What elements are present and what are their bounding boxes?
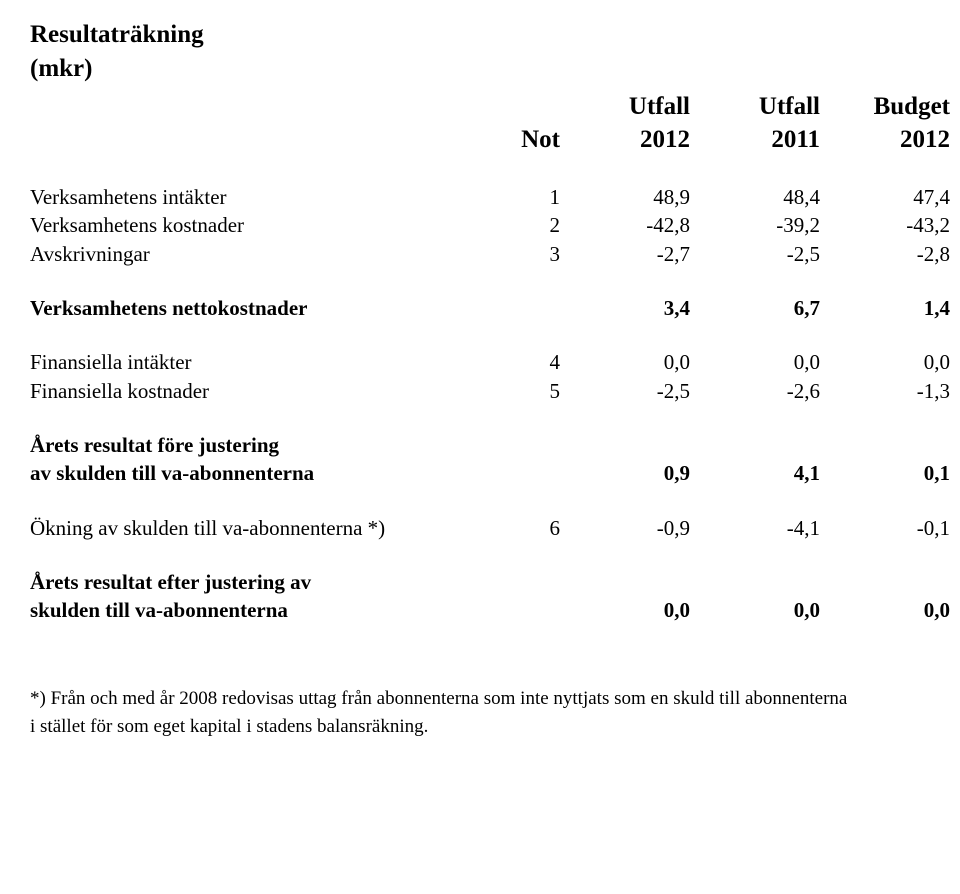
table-row: skulden till va-abonnenterna0,00,00,0 xyxy=(30,596,950,624)
row-label: Verksamhetens intäkter xyxy=(30,183,460,211)
row-label: Finansiella intäkter xyxy=(30,348,460,376)
table-header: Utfall Utfall Budget Not 2012 2011 2012 xyxy=(30,90,950,184)
table-row: Finansiella kostnader5-2,5-2,6-1,3 xyxy=(30,377,950,405)
row-label: skulden till va-abonnenterna xyxy=(30,596,460,624)
page-subtitle: (mkr) xyxy=(30,52,930,86)
table-row: Avskrivningar3-2,7-2,5-2,8 xyxy=(30,240,950,268)
table-row: av skulden till va-abonnenterna 0,94,10,1 xyxy=(30,459,950,487)
row-value: -39,2 xyxy=(690,211,820,239)
row-note: 2 xyxy=(460,211,560,239)
row-value xyxy=(820,431,950,459)
row-value: -43,2 xyxy=(820,211,950,239)
row-value xyxy=(690,431,820,459)
row-value: 0,0 xyxy=(690,348,820,376)
row-label: Verksamhetens nettokostnader xyxy=(30,294,460,322)
table-row: Finansiella intäkter40,00,00,0 xyxy=(30,348,950,376)
row-value: -0,9 xyxy=(560,514,690,542)
row-value xyxy=(690,568,820,596)
row-note xyxy=(460,459,560,487)
table-row: Årets resultat efter justering av xyxy=(30,568,950,596)
row-value xyxy=(820,568,950,596)
page-title: Resultaträkning xyxy=(30,18,930,52)
table-row: Verksamhetens nettokostnader 3,46,71,4 xyxy=(30,294,950,322)
col1-header-top: Utfall xyxy=(560,90,690,124)
table-row: Verksamhetens intäkter148,948,447,4 xyxy=(30,183,950,211)
row-value: -0,1 xyxy=(820,514,950,542)
col3-header-top: Budget xyxy=(820,90,950,124)
row-label: Årets resultat före justering xyxy=(30,431,460,459)
table-row xyxy=(30,268,950,294)
row-value: 0,9 xyxy=(560,459,690,487)
row-label: Verksamhetens kostnader xyxy=(30,211,460,239)
row-note: 5 xyxy=(460,377,560,405)
row-value: -1,3 xyxy=(820,377,950,405)
row-value: 0,0 xyxy=(560,348,690,376)
col3-header-bot: 2012 xyxy=(820,123,950,157)
table-row: Verksamhetens kostnader2-42,8-39,2-43,2 xyxy=(30,211,950,239)
row-note xyxy=(460,596,560,624)
row-note: 3 xyxy=(460,240,560,268)
row-note: 4 xyxy=(460,348,560,376)
table-row xyxy=(30,405,950,431)
table-body: Verksamhetens intäkter148,948,447,4Verks… xyxy=(30,183,950,625)
row-label: Ökning av skulden till va-abonnenterna *… xyxy=(30,514,460,542)
row-value: 1,4 xyxy=(820,294,950,322)
row-value: -4,1 xyxy=(690,514,820,542)
col2-header-bot: 2011 xyxy=(690,123,820,157)
row-note xyxy=(460,294,560,322)
table-row xyxy=(30,322,950,348)
row-value: 48,9 xyxy=(560,183,690,211)
row-value: 0,0 xyxy=(560,596,690,624)
row-label: Avskrivningar xyxy=(30,240,460,268)
row-value: -2,5 xyxy=(690,240,820,268)
row-note xyxy=(460,568,560,596)
row-value: 0,0 xyxy=(820,348,950,376)
footnote: *) Från och med år 2008 redovisas uttag … xyxy=(30,685,850,742)
row-note xyxy=(460,431,560,459)
row-value xyxy=(560,431,690,459)
row-value: 3,4 xyxy=(560,294,690,322)
income-statement-table: Utfall Utfall Budget Not 2012 2011 2012 … xyxy=(30,90,950,625)
col1-header-bot: 2012 xyxy=(560,123,690,157)
row-note: 1 xyxy=(460,183,560,211)
row-value: 0,0 xyxy=(820,596,950,624)
row-value xyxy=(560,568,690,596)
row-note: 6 xyxy=(460,514,560,542)
row-value: -2,7 xyxy=(560,240,690,268)
table-row: Årets resultat före justering xyxy=(30,431,950,459)
row-value: 6,7 xyxy=(690,294,820,322)
row-value: 48,4 xyxy=(690,183,820,211)
row-value: -42,8 xyxy=(560,211,690,239)
row-label: Finansiella kostnader xyxy=(30,377,460,405)
row-value: -2,8 xyxy=(820,240,950,268)
row-label: Årets resultat efter justering av xyxy=(30,568,460,596)
row-value: -2,5 xyxy=(560,377,690,405)
table-row xyxy=(30,542,950,568)
row-value: 0,0 xyxy=(690,596,820,624)
row-value: 47,4 xyxy=(820,183,950,211)
row-label: av skulden till va-abonnenterna xyxy=(30,459,460,487)
col2-header-top: Utfall xyxy=(690,90,820,124)
note-header: Not xyxy=(460,123,560,157)
table-row: Ökning av skulden till va-abonnenterna *… xyxy=(30,514,950,542)
row-value: -2,6 xyxy=(690,377,820,405)
row-value: 4,1 xyxy=(690,459,820,487)
table-row xyxy=(30,488,950,514)
row-value: 0,1 xyxy=(820,459,950,487)
